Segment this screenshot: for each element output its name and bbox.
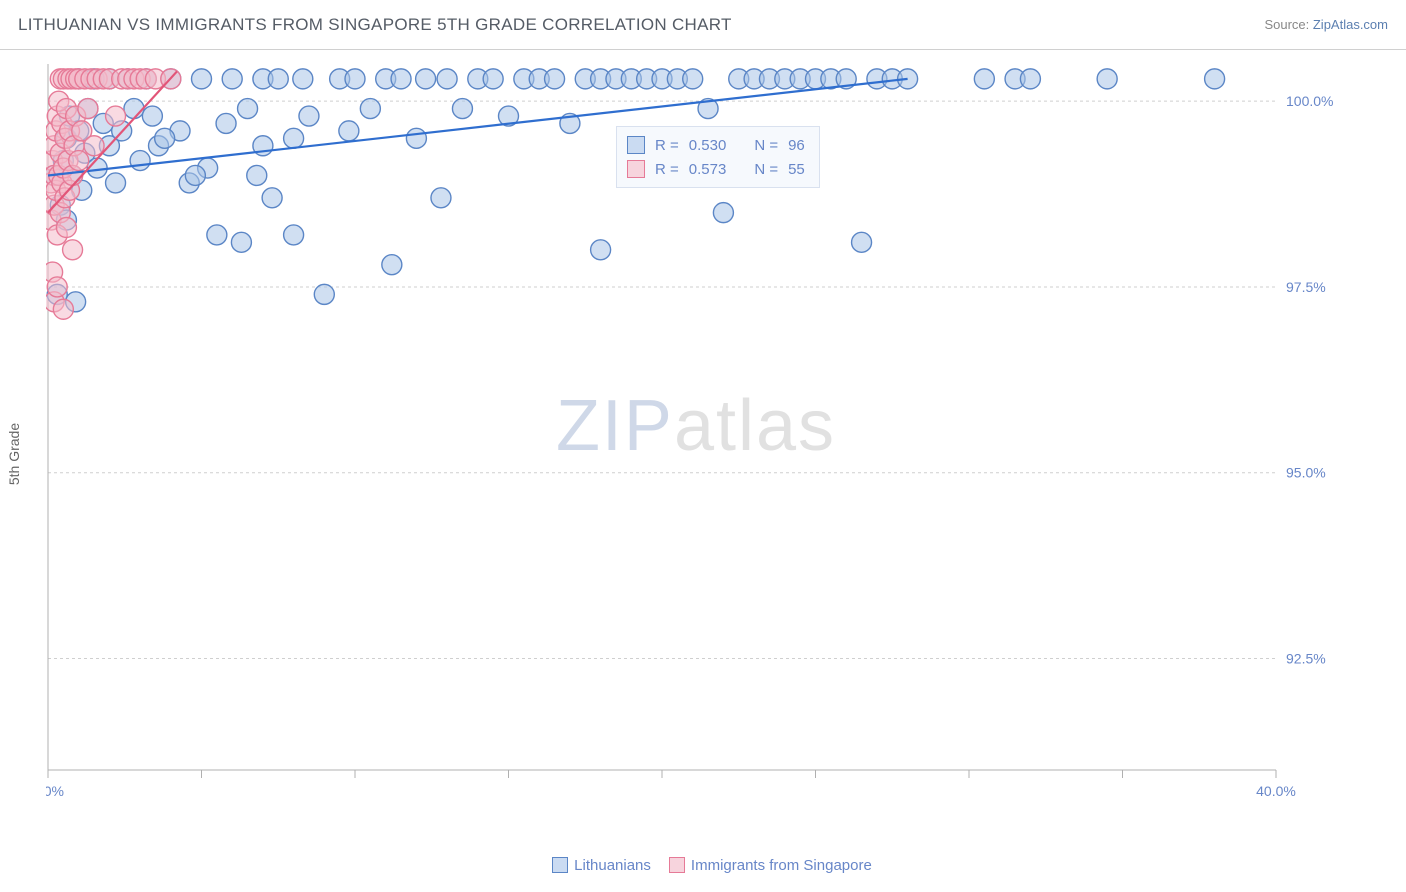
data-point: [1097, 69, 1117, 89]
data-point: [284, 225, 304, 245]
data-point: [268, 69, 288, 89]
data-point: [483, 69, 503, 89]
data-point: [231, 232, 251, 252]
data-point: [262, 188, 282, 208]
data-point: [63, 240, 83, 260]
data-point: [852, 232, 872, 252]
data-point: [1020, 69, 1040, 89]
x-tick-label: 40.0%: [1256, 783, 1296, 799]
data-point: [391, 69, 411, 89]
legend-n-label: N =: [754, 137, 778, 154]
data-point: [345, 69, 365, 89]
data-point: [382, 255, 402, 275]
plot-area: 92.5%95.0%97.5%100.0%0.0%40.0% ZIPatlas …: [46, 60, 1346, 800]
legend-stat-row: R = 0.530 N = 96: [627, 133, 805, 157]
legend-swatch-icon: [627, 160, 645, 178]
data-point: [974, 69, 994, 89]
data-point: [56, 217, 76, 237]
source-link[interactable]: ZipAtlas.com: [1313, 17, 1388, 32]
x-tick-label: 0.0%: [46, 783, 64, 799]
source-attribution: Source: ZipAtlas.com: [1264, 17, 1388, 32]
data-point: [437, 69, 457, 89]
data-point: [106, 106, 126, 126]
legend-stat-row: R = 0.573 N = 55: [627, 157, 805, 181]
correlation-legend-box: R = 0.530 N = 96 R = 0.573 N = 55: [616, 126, 820, 188]
legend-series-label: Immigrants from Singapore: [691, 857, 872, 874]
data-point: [124, 99, 144, 119]
data-point: [130, 151, 150, 171]
data-point: [84, 136, 104, 156]
legend-n-value: 96: [788, 137, 805, 154]
y-tick-label: 97.5%: [1286, 279, 1326, 295]
data-point: [452, 99, 472, 119]
chart-title: LITHUANIAN VS IMMIGRANTS FROM SINGAPORE …: [18, 15, 732, 35]
legend-n-label: N =: [754, 161, 778, 178]
data-point: [406, 128, 426, 148]
legend-r-value: 0.573: [689, 161, 727, 178]
data-point: [216, 113, 236, 133]
data-point: [185, 165, 205, 185]
data-point: [222, 69, 242, 89]
y-tick-label: 95.0%: [1286, 465, 1326, 481]
data-point: [339, 121, 359, 141]
y-axis-label: 5th Grade: [6, 423, 22, 485]
data-point: [299, 106, 319, 126]
data-point: [142, 106, 162, 126]
data-point: [545, 69, 565, 89]
data-point: [293, 69, 313, 89]
header-bar: LITHUANIAN VS IMMIGRANTS FROM SINGAPORE …: [0, 0, 1406, 50]
legend-swatch-icon: [627, 136, 645, 154]
legend-swatch-icon: [552, 857, 568, 873]
data-point: [591, 240, 611, 260]
data-point: [78, 99, 98, 119]
data-point: [314, 284, 334, 304]
legend-r-label: R =: [655, 137, 679, 154]
series-legend: Lithuanians Immigrants from Singapore: [0, 857, 1406, 874]
data-point: [1205, 69, 1225, 89]
data-point: [247, 165, 267, 185]
legend-r-value: 0.530: [689, 137, 727, 154]
data-point: [155, 128, 175, 148]
data-point: [106, 173, 126, 193]
data-point: [431, 188, 451, 208]
data-point: [192, 69, 212, 89]
legend-r-label: R =: [655, 161, 679, 178]
legend-n-value: 55: [788, 161, 805, 178]
data-point: [713, 203, 733, 223]
y-tick-label: 100.0%: [1286, 93, 1333, 109]
data-point: [683, 69, 703, 89]
legend-series-label: Lithuanians: [574, 857, 651, 874]
data-point: [416, 69, 436, 89]
legend-swatch-icon: [669, 857, 685, 873]
data-point: [47, 277, 67, 297]
data-point: [284, 128, 304, 148]
data-point: [69, 151, 89, 171]
data-point: [207, 225, 227, 245]
y-tick-label: 92.5%: [1286, 651, 1326, 667]
data-point: [53, 299, 73, 319]
data-point: [238, 99, 258, 119]
source-prefix: Source:: [1264, 17, 1312, 32]
data-point: [360, 99, 380, 119]
